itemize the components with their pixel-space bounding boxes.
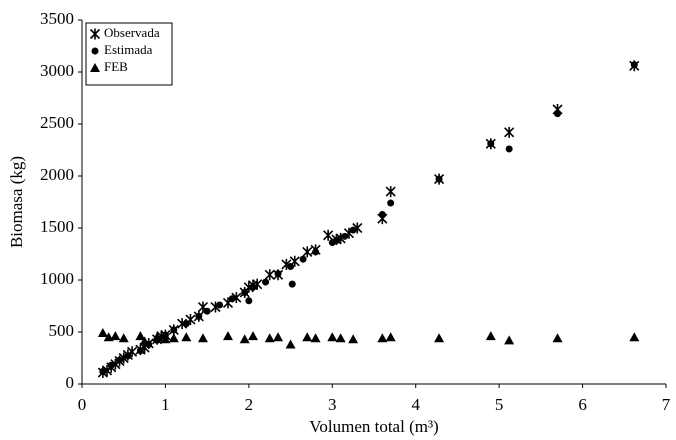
point: [505, 145, 513, 153]
point: [504, 126, 515, 138]
legend-marker: [89, 28, 101, 40]
point: [327, 332, 338, 342]
point: [302, 246, 313, 258]
y-tick-label: 0: [66, 373, 75, 392]
legend-box: [85, 22, 173, 86]
point: [197, 333, 208, 343]
point: [385, 186, 396, 198]
point: [239, 334, 250, 344]
point: [262, 278, 270, 286]
point: [203, 307, 211, 315]
point: [135, 331, 146, 341]
point: [170, 326, 178, 334]
point: [181, 332, 192, 342]
y-tick-label: 500: [49, 321, 75, 340]
y-tick-label: 1500: [40, 217, 74, 236]
point: [487, 140, 495, 148]
x-tick-label: 1: [161, 395, 170, 414]
point: [385, 332, 396, 342]
point: [249, 283, 257, 291]
point: [332, 236, 340, 244]
point: [387, 199, 395, 207]
point: [377, 333, 388, 343]
point: [160, 334, 171, 344]
point: [504, 335, 515, 345]
legend-marker: [91, 47, 99, 55]
point: [152, 332, 163, 342]
point: [245, 297, 253, 305]
point: [485, 331, 496, 341]
point: [216, 301, 224, 309]
x-tick-label: 7: [662, 395, 671, 414]
point: [124, 352, 132, 360]
y-tick-label: 3000: [40, 61, 74, 80]
point: [273, 332, 284, 342]
point: [348, 334, 359, 344]
y-tick-label: 1000: [40, 269, 74, 288]
point: [139, 336, 150, 346]
point: [323, 229, 334, 241]
point: [264, 333, 275, 343]
point: [378, 210, 386, 218]
legend-label: Observada: [104, 25, 160, 40]
legend-marker: [90, 63, 100, 72]
y-tick-label: 2000: [40, 165, 74, 184]
point: [435, 175, 443, 183]
point: [288, 280, 296, 288]
x-tick-label: 3: [328, 395, 337, 414]
point: [341, 232, 349, 240]
y-tick-label: 2500: [40, 113, 74, 132]
point: [195, 312, 203, 320]
x-tick-label: 6: [578, 395, 587, 414]
point: [118, 333, 129, 343]
point: [116, 356, 124, 364]
point: [335, 333, 346, 343]
point: [554, 110, 562, 118]
point: [274, 270, 282, 278]
point: [629, 332, 640, 342]
point: [349, 226, 357, 234]
y-axis-label: Biomasa (kg): [7, 156, 26, 248]
point: [136, 347, 144, 355]
x-tick-label: 5: [495, 395, 504, 414]
legend-label: FEB: [104, 59, 128, 74]
point: [285, 339, 296, 349]
point: [264, 269, 275, 281]
point: [228, 295, 236, 303]
point: [110, 331, 121, 341]
point: [97, 328, 108, 338]
point: [299, 255, 307, 263]
y-tick-label: 3500: [40, 9, 74, 28]
x-axis-label: Volumen total (m³): [309, 417, 438, 436]
point: [310, 333, 321, 343]
legend-label: Estimada: [104, 42, 153, 57]
point: [223, 331, 233, 341]
x-tick-label: 0: [78, 395, 87, 414]
point: [182, 320, 190, 328]
point: [552, 333, 563, 343]
point: [630, 61, 638, 69]
point: [302, 332, 313, 342]
point: [168, 333, 179, 343]
x-tick-label: 4: [411, 395, 420, 414]
point: [434, 333, 445, 343]
point: [248, 331, 259, 341]
point: [241, 288, 249, 296]
point: [99, 368, 107, 376]
x-tick-label: 2: [245, 395, 254, 414]
point: [107, 361, 115, 369]
point: [287, 262, 295, 270]
point: [312, 248, 320, 256]
